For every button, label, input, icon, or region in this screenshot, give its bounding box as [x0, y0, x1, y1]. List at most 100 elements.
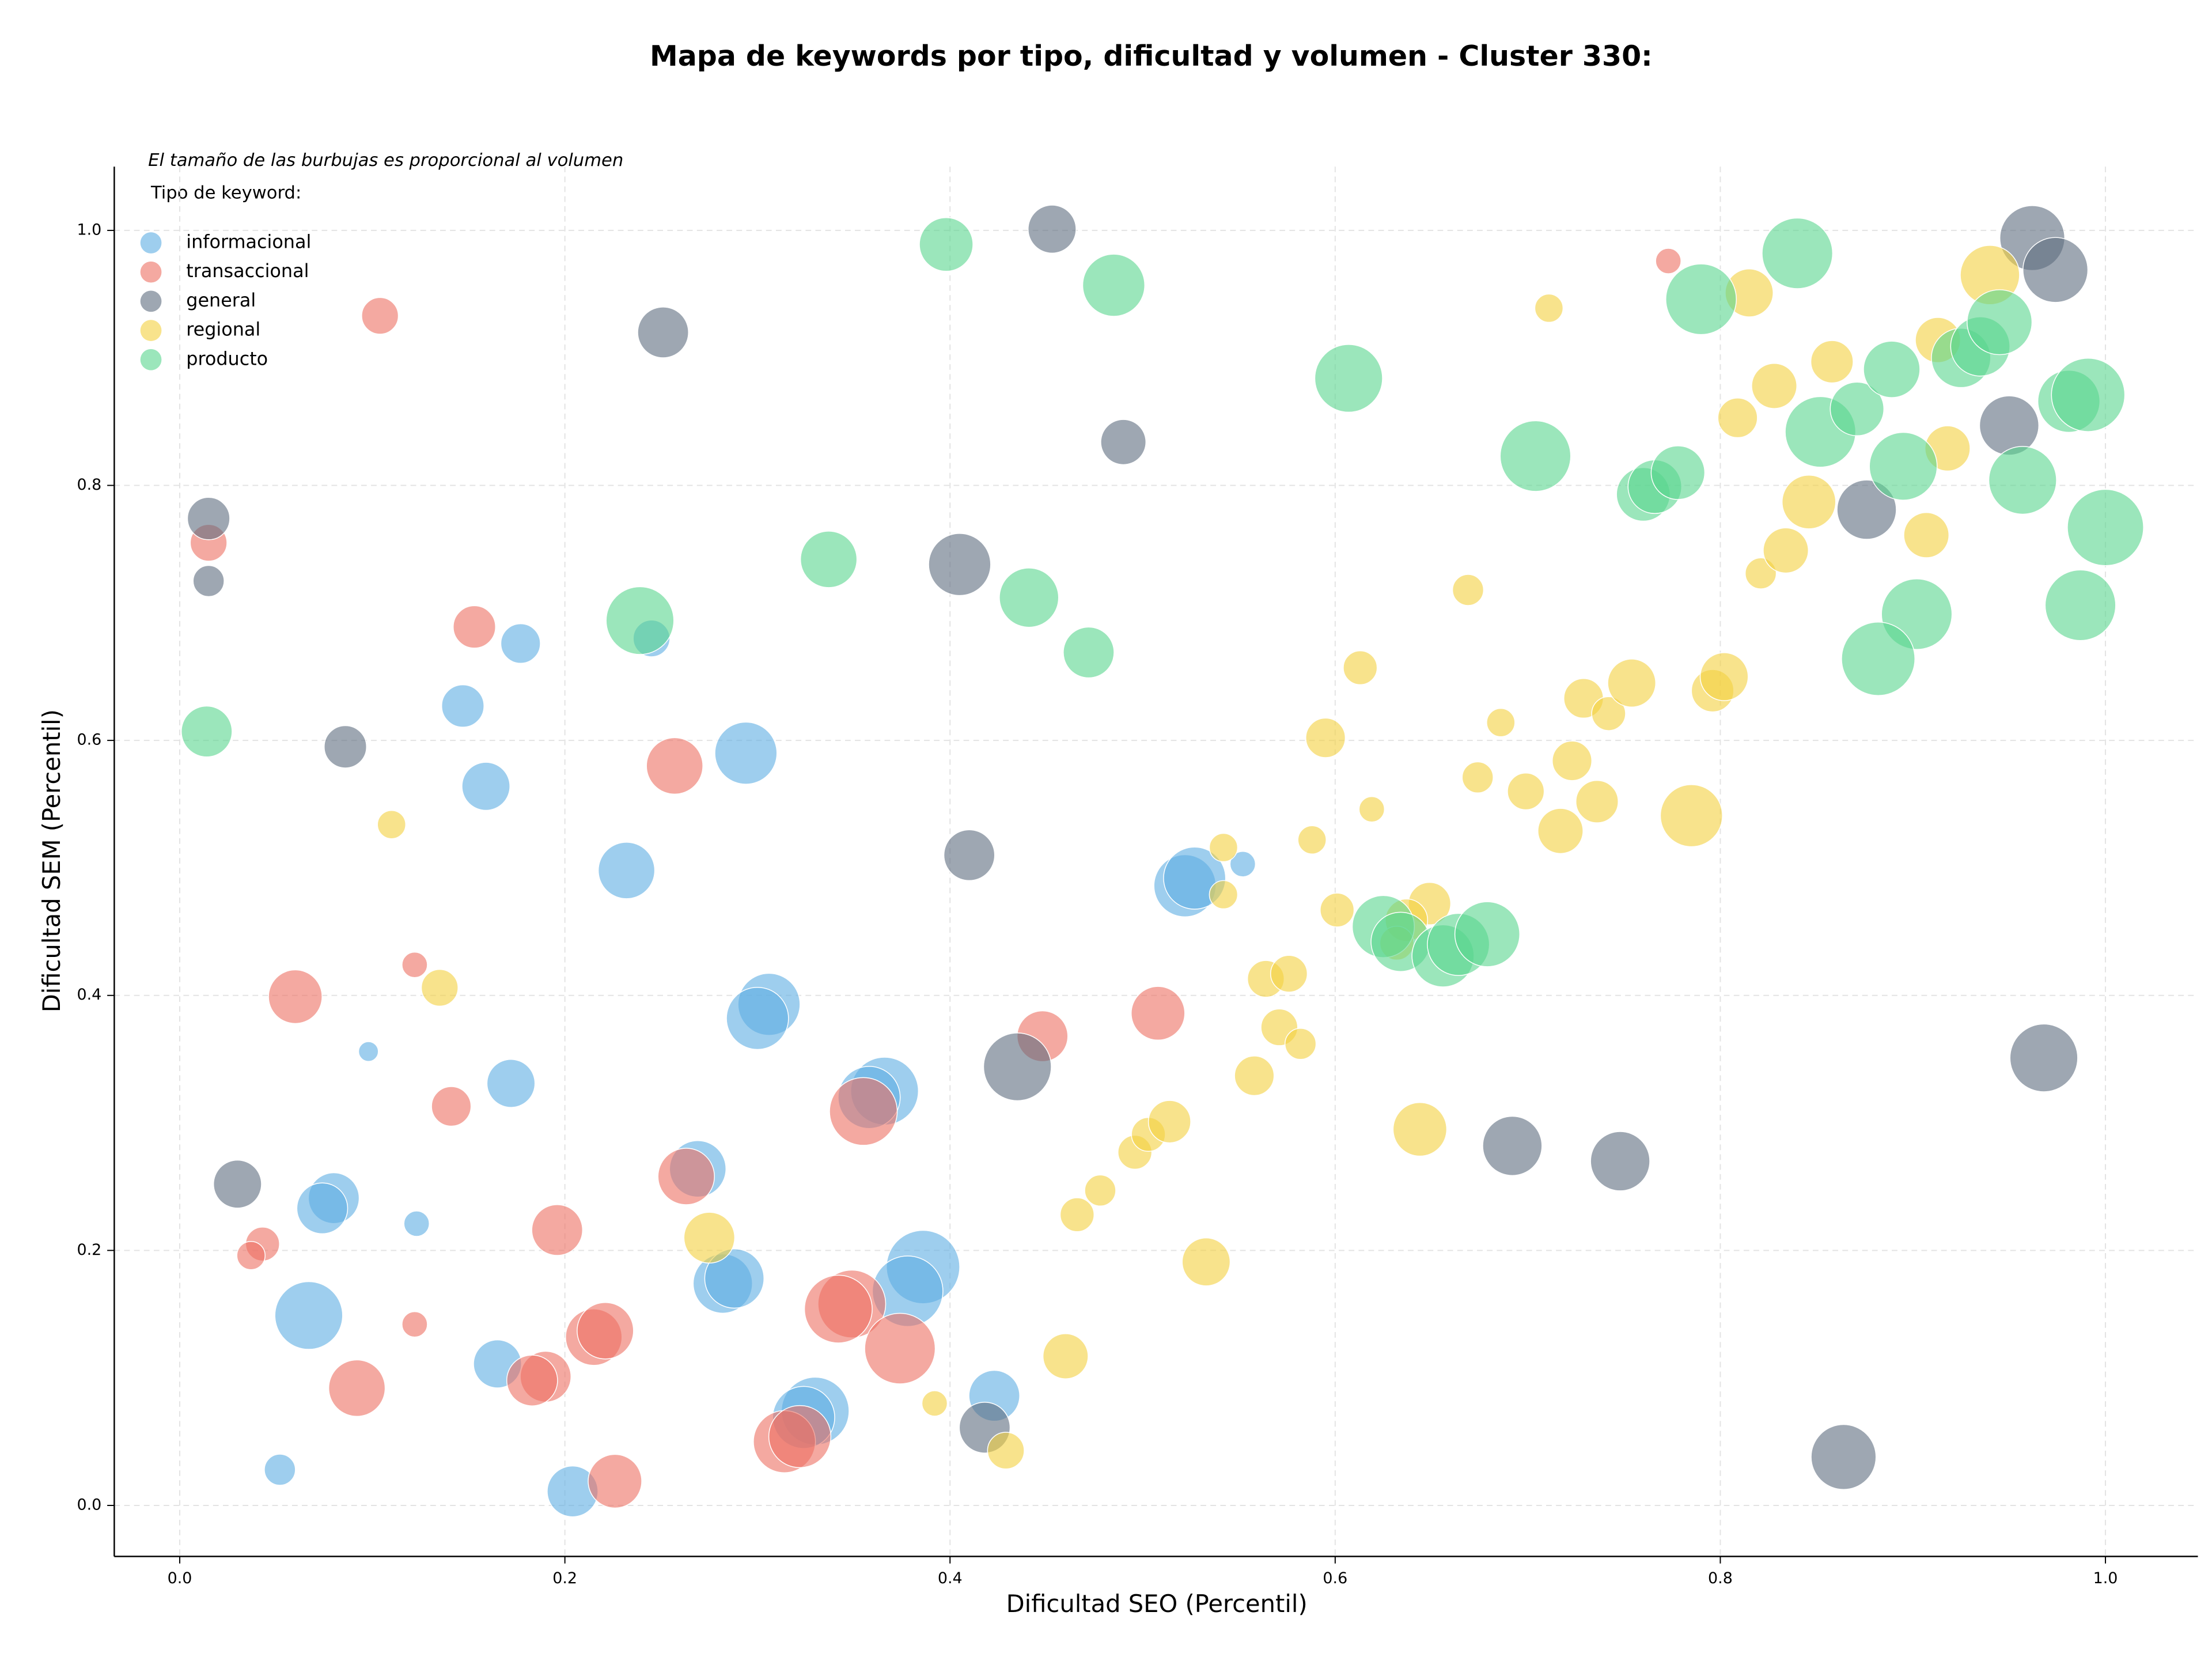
y-tick-label: 1.0: [77, 221, 101, 239]
bubble: [1343, 650, 1378, 686]
bubble: [1084, 1174, 1116, 1207]
bubble: [268, 969, 323, 1024]
bubble: [1810, 1424, 1877, 1490]
bubble: [605, 586, 675, 655]
bubble: [1751, 362, 1797, 409]
bubble: [296, 1182, 349, 1235]
x-tick-label: 1.0: [2093, 1569, 2118, 1587]
bubble: [402, 1311, 428, 1338]
legend-swatch: [140, 349, 162, 370]
bubble: [213, 1159, 262, 1209]
y-tick-label: 0.2: [77, 1241, 101, 1259]
bubble: [1534, 293, 1564, 323]
bubble: [236, 1240, 266, 1270]
legend-swatch: [140, 290, 162, 312]
bubble: [377, 809, 406, 839]
bubble: [192, 565, 225, 597]
bubble: [657, 1148, 715, 1205]
bubble: [1660, 784, 1723, 847]
bubble: [1717, 398, 1758, 438]
bubble: [403, 1210, 430, 1237]
bubble: [1836, 479, 1897, 540]
bubble: [1863, 340, 1921, 398]
bubble: [1147, 1100, 1191, 1144]
bubble: [999, 567, 1059, 628]
bubble: [453, 605, 496, 649]
bubble: [1358, 796, 1385, 823]
bubble: [1607, 659, 1657, 707]
bubble: [1869, 432, 1938, 501]
bubble: [1131, 986, 1185, 1041]
x-tick-label: 0.0: [168, 1569, 192, 1587]
bubble: [1781, 475, 1836, 529]
bubble: [1028, 205, 1077, 254]
bubble: [358, 1041, 379, 1062]
chart-title: Mapa de keywords por tipo, dificultad y …: [650, 40, 1653, 73]
bubble: [1284, 1028, 1317, 1060]
bubble: [486, 1059, 536, 1108]
legend-title: Tipo de keyword:: [150, 183, 301, 203]
bubble: [987, 1432, 1025, 1470]
bubble: [506, 1354, 558, 1406]
size-note: El tamaño de las burbujas es proporciona…: [148, 150, 623, 171]
y-tick-label: 0.8: [77, 476, 101, 494]
bubble: [1810, 340, 1854, 384]
bubble: [1082, 253, 1146, 317]
bubble: [2009, 1023, 2078, 1092]
bubble: [361, 297, 399, 335]
bubble: [800, 531, 858, 588]
x-tick-label: 0.8: [1708, 1569, 1733, 1587]
legend-label: transaccional: [186, 260, 309, 282]
bubble: [1229, 851, 1256, 877]
bubble: [1270, 955, 1308, 993]
bubble: [1454, 901, 1520, 967]
bubble: [1209, 833, 1238, 862]
legend-swatch: [140, 320, 162, 341]
x-tick-label: 0.6: [1323, 1569, 1347, 1587]
bubble: [1486, 707, 1516, 737]
y-axis-label: Dificultad SEM (Percentil): [37, 709, 66, 1012]
legend-label: informacional: [186, 231, 311, 253]
bubble: [1305, 717, 1346, 758]
x-tick-label: 0.2: [552, 1569, 577, 1587]
bubble: [181, 705, 233, 758]
bubble: [1762, 217, 1834, 289]
bubble: [1590, 1131, 1650, 1191]
bubble: [531, 1204, 584, 1256]
bubble: [864, 1312, 936, 1384]
bubble: [1392, 1102, 1448, 1157]
bubble: [829, 1077, 898, 1146]
bubble: [1314, 344, 1383, 413]
bubble: [1234, 1055, 1275, 1096]
bubble: [1042, 1333, 1089, 1379]
bubble: [704, 1248, 764, 1309]
bubble: [983, 1032, 1052, 1102]
legend-swatch: [140, 261, 162, 283]
bubble: [1841, 622, 1915, 696]
bubble: [2044, 569, 2116, 641]
bubble: [431, 1086, 472, 1127]
bubble: [1482, 1115, 1543, 1176]
bubble: [1452, 574, 1484, 606]
bubble: [577, 1302, 634, 1360]
bubble: [1903, 512, 1950, 558]
x-axis-label: Dificultad SEO (Percentil): [1006, 1590, 1308, 1618]
bubble: [683, 1212, 736, 1264]
bubble: [1063, 626, 1115, 679]
bubble: [588, 1454, 642, 1509]
bubble: [1461, 761, 1494, 793]
bubble: [726, 986, 789, 1050]
bubble: [2051, 357, 2126, 432]
bubble: [1699, 652, 1749, 701]
bubble: [597, 842, 656, 899]
bubble: [1209, 880, 1238, 910]
bubble: [943, 829, 995, 881]
bubble: [500, 623, 541, 664]
bubble: [187, 497, 230, 540]
bubble: [1537, 808, 1584, 854]
bubble: [919, 217, 974, 272]
y-tick-label: 0.0: [77, 1496, 101, 1514]
bubble: [1650, 445, 1706, 500]
